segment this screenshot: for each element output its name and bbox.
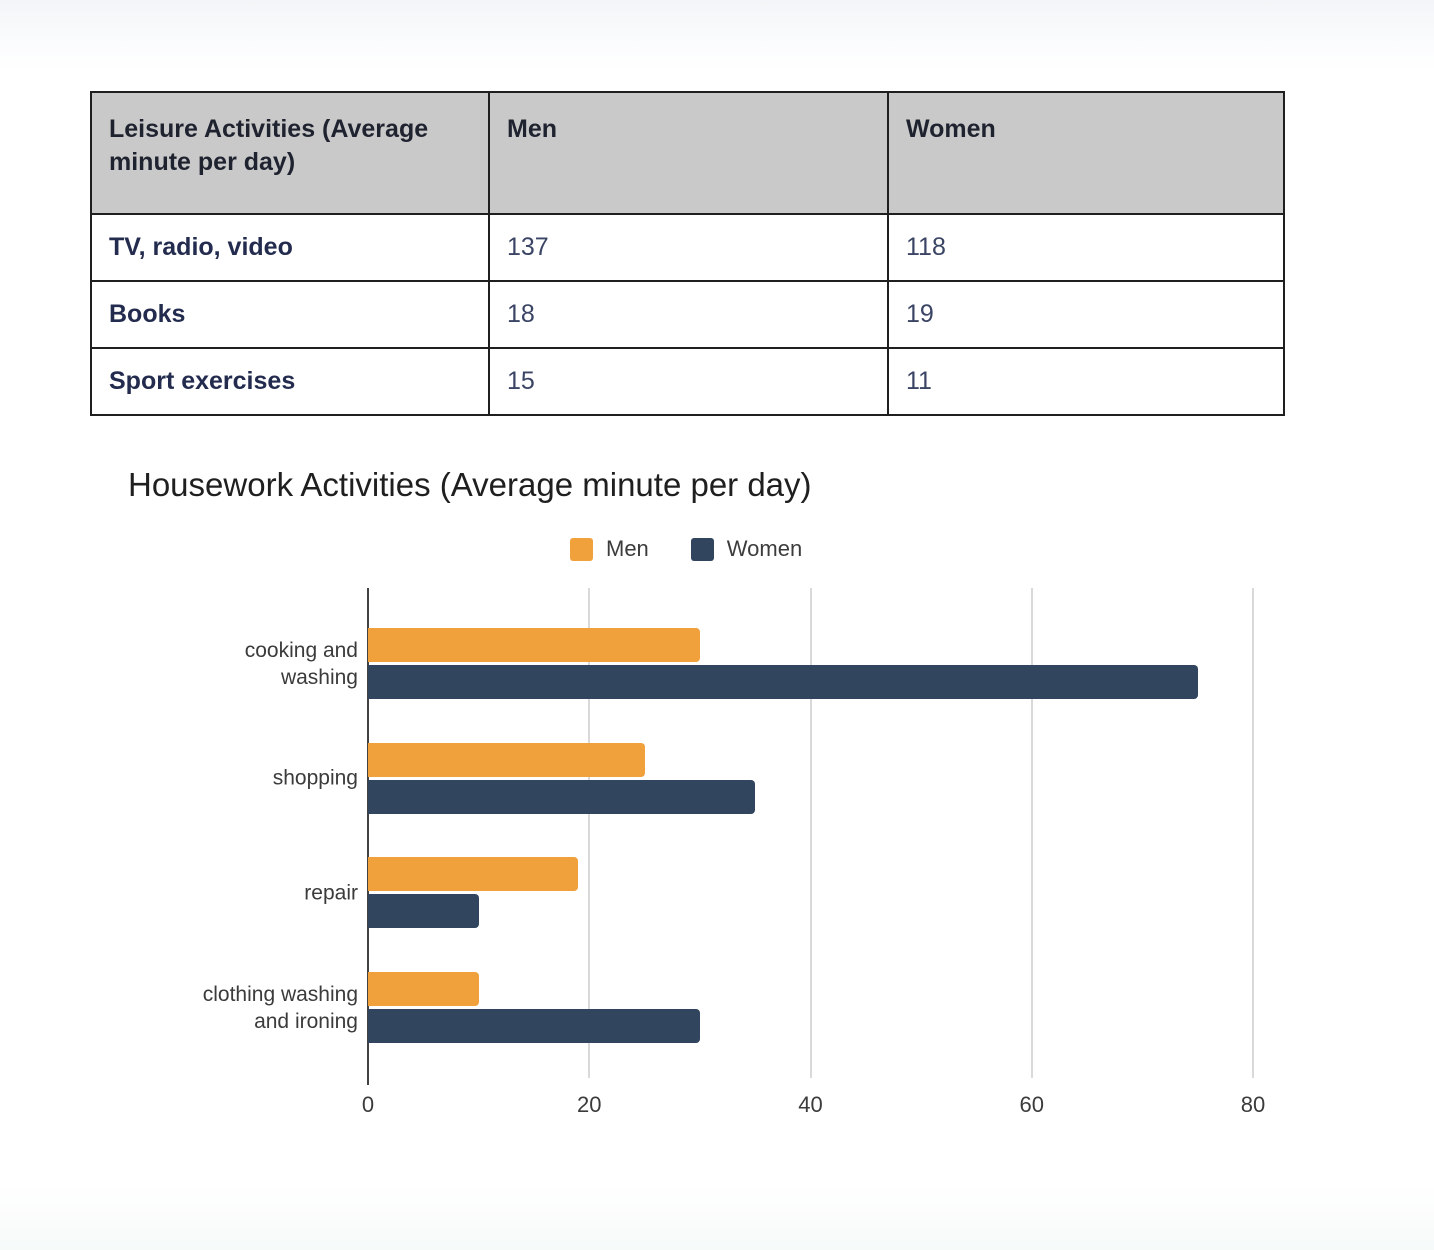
men-value: 18 xyxy=(488,280,889,349)
legend-item-women: Women xyxy=(690,536,803,562)
bar-women-shopping xyxy=(368,779,756,814)
legend-item-men: Men xyxy=(570,536,649,562)
table-row: TV, radio, video 137 118 xyxy=(90,213,1285,282)
category-label-shopping: shopping xyxy=(272,766,358,790)
y-axis-line xyxy=(367,588,369,1085)
gridline-x-20 xyxy=(588,588,591,1078)
x-tick-label-20: 20 xyxy=(577,1092,602,1117)
bar-men-repair xyxy=(368,857,579,892)
x-tick-label-80: 80 xyxy=(1240,1092,1266,1117)
gridline-x-40 xyxy=(809,588,812,1078)
x-tick-label-60: 60 xyxy=(1019,1092,1044,1117)
bar-women-cooking-and-washing xyxy=(368,665,1198,699)
row-label: Sport exercises xyxy=(90,347,490,416)
women-value: 118 xyxy=(887,213,1285,282)
category-label-repair: repair xyxy=(304,881,358,905)
gridline-x-60 xyxy=(1030,588,1033,1078)
bar-men-cooking-and-washing xyxy=(368,628,700,662)
table-row: Books 18 19 xyxy=(90,280,1285,349)
leisure-activities-table: Leisure Activities (Average minute per d… xyxy=(90,91,1285,416)
chart-legend: Men Women xyxy=(570,536,802,562)
x-tick-label-40: 40 xyxy=(798,1092,823,1117)
bar-women-repair xyxy=(368,894,479,929)
row-label: Books xyxy=(90,280,490,349)
chart-title: Housework Activities (Average minute per… xyxy=(128,466,812,503)
legend-swatch-men xyxy=(570,537,593,561)
table-header-row: Leisure Activities (Average minute per d… xyxy=(90,91,1285,215)
legend-swatch-women xyxy=(690,537,714,561)
bar-men-shopping xyxy=(368,742,645,777)
women-value: 19 xyxy=(887,280,1285,349)
table-row: Sport exercises 15 11 xyxy=(90,347,1285,416)
category-label-cooking-and-washing: cooking and washing xyxy=(244,638,358,689)
row-label: TV, radio, video xyxy=(90,213,490,282)
bar-men-clothing-washing-and-ironing xyxy=(368,972,479,1007)
legend-label: Women xyxy=(726,536,803,561)
header-cell-women: Women xyxy=(887,91,1285,215)
x-tick-label-0: 0 xyxy=(361,1092,375,1117)
header-cell-men: Men xyxy=(488,91,889,215)
category-label-clothing-washing-and-ironing: clothing washing and ironing xyxy=(202,982,358,1033)
gridline-x-80 xyxy=(1252,588,1254,1078)
legend-label: Men xyxy=(606,536,649,561)
bar-women-clothing-washing-and-ironing xyxy=(368,1009,700,1044)
men-value: 15 xyxy=(488,347,889,416)
header-cell-activities: Leisure Activities (Average minute per d… xyxy=(90,91,490,215)
women-value: 11 xyxy=(887,347,1285,416)
men-value: 137 xyxy=(488,213,889,282)
